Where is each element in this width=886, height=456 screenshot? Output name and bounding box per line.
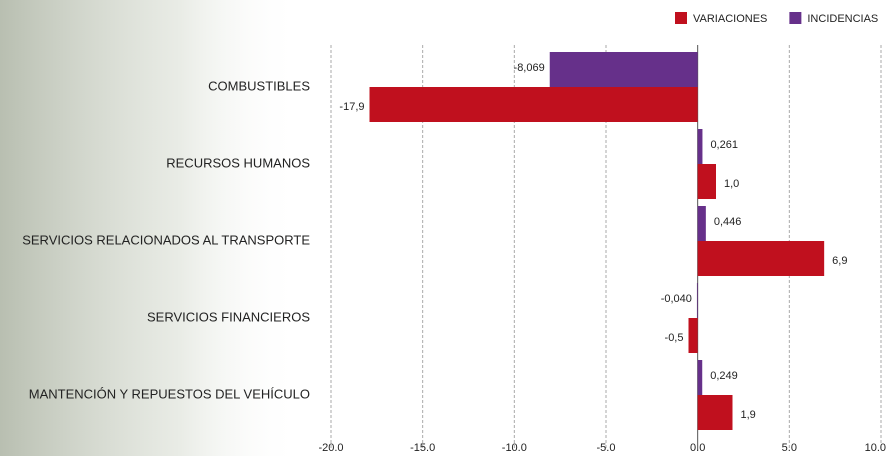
bar — [370, 87, 698, 122]
value-label: -17,9 — [339, 101, 364, 113]
value-label: -0,040 — [661, 293, 692, 305]
bar — [698, 241, 825, 276]
x-tick-label: 10.0 — [865, 442, 886, 454]
value-label: 0,261 — [710, 139, 738, 151]
value-label: 0,446 — [714, 216, 742, 228]
bar — [698, 395, 733, 430]
category-label: COMBUSTIBLES — [208, 78, 310, 93]
category-label: MANTENCIÓN Y REPUESTOS DEL VEHÍCULO — [29, 386, 310, 401]
page: -20.0 -15.0 -10.0 -5.0 0.0 5.0 10.0 COMBUSTIBLE… — [0, 0, 886, 456]
chart: -20.0 -15.0 -10.0 -5.0 0.0 5.0 10.0 COMBUSTIBLE… — [0, 0, 886, 456]
bar — [689, 318, 698, 353]
bar — [698, 129, 703, 164]
legend-swatch — [789, 12, 801, 24]
x-tick-label: -15.0 — [410, 442, 435, 454]
bar — [698, 360, 703, 395]
x-tick-label: -10.0 — [502, 442, 527, 454]
value-label: 0,249 — [710, 370, 738, 382]
bar — [698, 206, 706, 241]
x-tick-label: -20.0 — [318, 442, 343, 454]
x-tick-label: -5.0 — [597, 442, 616, 454]
legend-label: VARIACIONES — [693, 13, 767, 25]
bar — [698, 164, 716, 199]
category-label: SERVICIOS FINANCIEROS — [147, 309, 310, 324]
bar — [697, 283, 698, 318]
category-label: SERVICIOS RELACIONADOS AL TRANSPORTE — [22, 232, 310, 247]
category-label: RECURSOS HUMANOS — [166, 155, 310, 170]
legend-label: INCIDENCIAS — [807, 13, 878, 25]
bar — [550, 52, 698, 87]
legend-swatch — [675, 12, 687, 24]
value-label: 6,9 — [832, 255, 847, 267]
value-label: 1,0 — [724, 178, 739, 190]
value-label: 1,9 — [741, 409, 756, 421]
x-tick-label: 0.0 — [690, 442, 705, 454]
x-tick-label: 5.0 — [782, 442, 797, 454]
value-label: -8,069 — [514, 62, 545, 74]
value-label: -0,5 — [665, 332, 684, 344]
